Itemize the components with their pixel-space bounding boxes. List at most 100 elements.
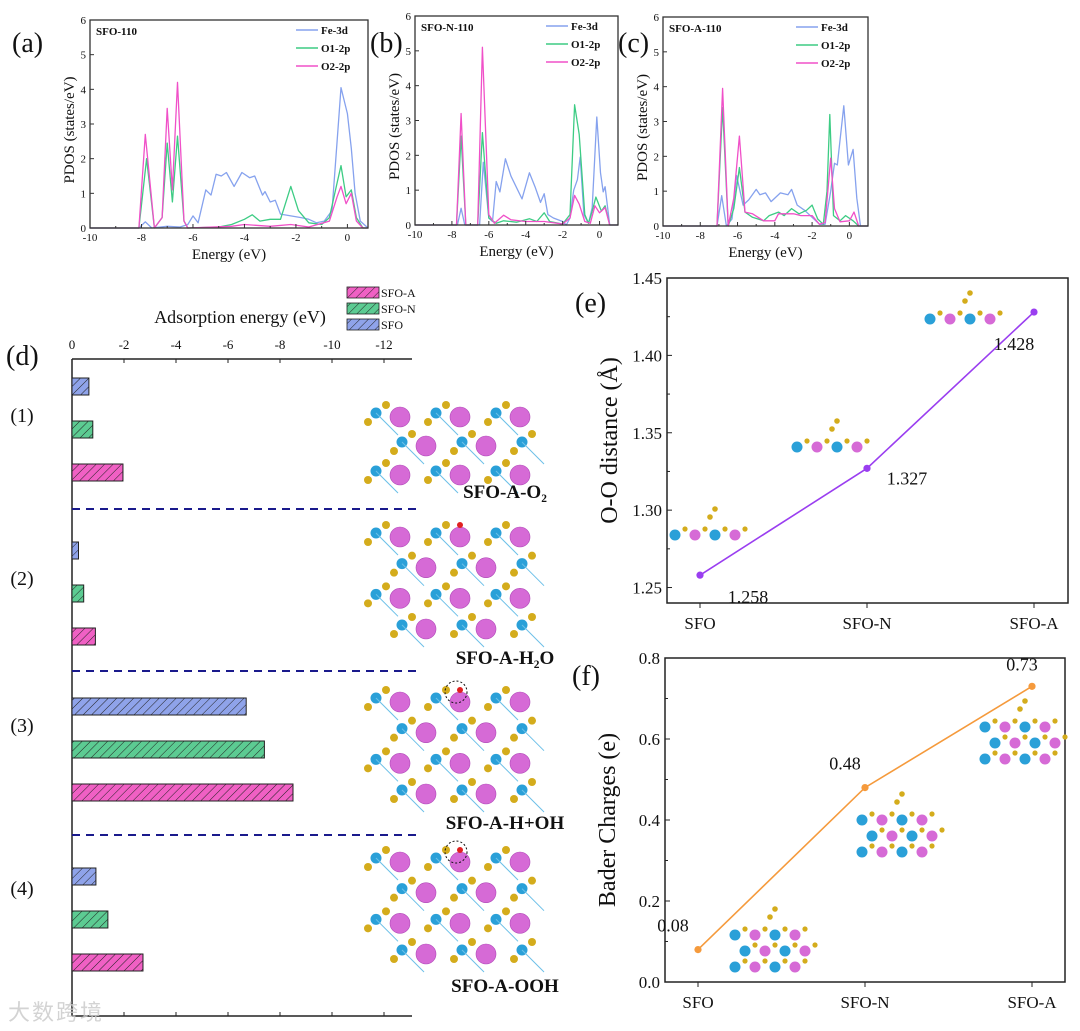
sr-atom: [509, 588, 531, 609]
sr-atom: [415, 882, 437, 903]
o-atom: [1032, 750, 1038, 756]
y-axis-title: O-O distance (Å): [597, 357, 623, 524]
o-atom: [510, 630, 518, 638]
o-atom: [844, 438, 850, 444]
sr-atom: [749, 929, 761, 941]
crystal-structure-image: [364, 840, 545, 973]
o-atom: [364, 924, 372, 933]
x-tick-label: -8: [447, 229, 457, 241]
o-atom: [889, 811, 895, 817]
data-label: 1.327: [887, 468, 928, 488]
structure-label: SFO-A-O₂: [463, 482, 547, 503]
o-atom: [502, 401, 510, 409]
o-atom: [722, 526, 728, 532]
o-atom: [450, 630, 458, 638]
panel-label: (e): [575, 288, 606, 319]
x-tick-label: SFO-N: [842, 614, 891, 633]
pdos-line-o1-2p: [663, 106, 868, 227]
sr-atom: [509, 526, 531, 548]
highlight-circle: [444, 840, 468, 864]
sr-atom: [475, 943, 497, 965]
sr-atom: [415, 618, 437, 640]
o-atom: [450, 447, 458, 455]
bar-sfo-n: [71, 740, 265, 759]
sr-atom: [415, 722, 437, 743]
x-tick-label: -10: [323, 337, 340, 352]
y-tick-label: 1: [81, 188, 87, 200]
y-tick-label: 4: [406, 81, 412, 93]
o-atom: [909, 811, 915, 817]
o-atom: [510, 893, 518, 902]
bond: [495, 857, 519, 881]
o-atom: [510, 568, 518, 577]
o-atom: [752, 942, 758, 948]
x-axis-title: Energy (eV): [479, 244, 553, 260]
y-tick-label: 1: [406, 185, 412, 197]
o-atom: [382, 401, 390, 409]
bond: [401, 949, 425, 973]
o-atom: [939, 827, 945, 833]
y-tick-label: 2: [406, 150, 412, 162]
legend-label: Fe-3d: [321, 25, 348, 37]
o-atom: [364, 599, 372, 608]
o-atom: [802, 926, 808, 932]
x-tick-label: -6: [733, 230, 743, 242]
bond: [495, 532, 519, 556]
o-atom: [450, 568, 458, 577]
fe-atom: [769, 929, 781, 941]
bond: [435, 697, 459, 721]
sr-atom: [811, 441, 823, 453]
o-atom: [424, 538, 432, 546]
o-atom: [408, 876, 416, 885]
y-axis-title: PDOS (states/eV): [62, 76, 78, 183]
o-atom: [528, 551, 536, 560]
group-label: (4): [10, 878, 33, 900]
fe-atom: [924, 313, 936, 325]
y-tick-label: 1.40: [632, 346, 662, 365]
o-atom: [502, 582, 510, 591]
o-atom: [408, 551, 416, 560]
legend-label: O1-2p: [321, 43, 350, 55]
x-tick-label: -8: [275, 337, 286, 352]
sr-atom: [389, 464, 411, 486]
y-tick-label: 2: [654, 151, 660, 163]
o-atom: [702, 526, 708, 532]
sr-atom: [475, 722, 497, 743]
legend-swatch: [346, 302, 380, 315]
o-atom: [484, 924, 492, 933]
bond: [375, 857, 399, 881]
sr-atom: [509, 406, 531, 428]
structure-label: SFO-A-H+OH: [446, 813, 565, 834]
o-atom: [450, 733, 458, 742]
o-atom: [682, 526, 688, 532]
y-tick-label: 0.0: [639, 973, 660, 992]
crystal-structure-image: [364, 680, 545, 813]
o-atom: [442, 907, 450, 916]
panel-title: SFO-110: [96, 26, 137, 38]
legend-label: SFO-A: [381, 286, 416, 300]
o-atom: [899, 827, 905, 833]
sr-atom: [999, 753, 1011, 765]
sr-atom: [876, 814, 888, 826]
sr-atom: [509, 691, 531, 713]
bond: [461, 888, 485, 912]
bond: [375, 758, 399, 782]
sr-atom: [926, 830, 938, 842]
o-atom: [957, 310, 963, 316]
fe-atom: [779, 945, 791, 957]
sr-atom: [999, 721, 1011, 733]
pdos-panel-c: -10 -8 -6 -4 -2 0 0 1 2 3 4 5 6 Energy (eV) PDOS (stat…: [618, 12, 869, 261]
o-atom: [390, 630, 398, 638]
y-tick-label: 5: [406, 46, 412, 58]
panel-label: (a): [12, 28, 43, 59]
sr-atom: [509, 913, 531, 934]
o-atom: [1012, 718, 1018, 724]
o-atom: [1062, 734, 1068, 740]
y-tick-label: 1.25: [632, 579, 662, 598]
y-tick-label: 0.6: [639, 730, 660, 749]
fe-atom: [979, 753, 991, 765]
o-atom: [792, 942, 798, 948]
o-atom: [742, 926, 748, 932]
x-tick-label: SFO: [682, 993, 713, 1012]
sr-atom: [876, 846, 888, 858]
